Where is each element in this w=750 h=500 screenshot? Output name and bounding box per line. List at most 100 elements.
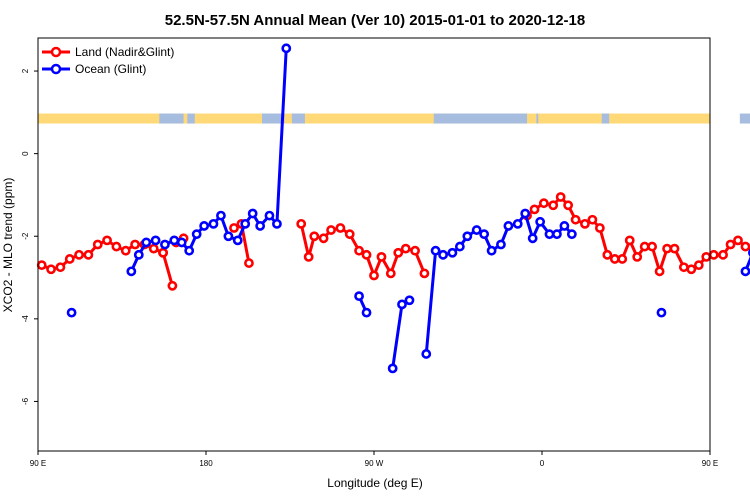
chart-title: 52.5N-57.5N Annual Mean (Ver 10) 2015-01… xyxy=(165,12,585,29)
y-axis-ticks: 2 0 -2 -4 -6 xyxy=(21,68,38,405)
data-point xyxy=(718,249,728,260)
legend-land-marker xyxy=(50,46,62,58)
data-point xyxy=(447,247,458,258)
land-band xyxy=(38,113,710,124)
data-point xyxy=(544,229,555,240)
x-axis-label: Longitude (deg E) xyxy=(327,476,422,490)
data-point xyxy=(438,249,448,260)
data-point xyxy=(296,218,307,229)
x-tick-label: 0 xyxy=(540,459,545,468)
x-tick-label: 90 E xyxy=(702,459,718,468)
data-point xyxy=(580,218,590,229)
x-axis-ticks: 90 E 180 90 W 0 90 E xyxy=(30,451,718,468)
data-point xyxy=(462,231,473,242)
data-point xyxy=(111,241,122,252)
data-point xyxy=(693,260,704,271)
data-point xyxy=(512,218,523,229)
data-point xyxy=(216,210,226,221)
data-point xyxy=(361,249,372,260)
data-point xyxy=(708,249,719,260)
data-point xyxy=(430,245,441,256)
data-point xyxy=(36,260,47,271)
data-point xyxy=(191,229,202,240)
land-ocean-mask-band xyxy=(38,113,750,124)
data-point xyxy=(272,218,282,229)
series-line xyxy=(391,298,411,369)
data-point xyxy=(529,204,540,215)
data-point xyxy=(199,221,210,231)
data-point xyxy=(309,231,320,242)
series-line xyxy=(161,252,174,287)
data-point xyxy=(535,216,546,227)
data-point xyxy=(83,249,94,260)
data-point xyxy=(503,221,514,231)
data-point xyxy=(74,249,84,260)
data-point xyxy=(369,270,379,281)
data-point xyxy=(264,210,275,221)
series-line xyxy=(526,195,750,273)
data-point xyxy=(594,223,605,233)
data-point xyxy=(335,223,346,233)
data-point xyxy=(566,229,577,240)
ocean-band-segment xyxy=(601,113,610,124)
data-point xyxy=(701,251,712,262)
data-point xyxy=(176,237,187,248)
data-point xyxy=(344,229,355,240)
data-point xyxy=(354,245,364,256)
data-point xyxy=(479,229,490,240)
data-point xyxy=(393,247,404,258)
data-point xyxy=(733,235,743,246)
data-point xyxy=(281,43,292,54)
x-tick-label: 180 xyxy=(199,459,213,468)
data-point xyxy=(148,243,159,254)
legend-ocean-marker xyxy=(50,63,62,75)
data-point xyxy=(725,239,736,250)
data-point xyxy=(647,241,658,252)
data-point xyxy=(421,349,432,359)
data-point xyxy=(326,225,336,235)
data-point xyxy=(169,235,180,246)
ocean-band-segment xyxy=(262,113,285,124)
land-series xyxy=(36,192,750,291)
data-point xyxy=(570,214,581,225)
ocean-band-segment xyxy=(739,113,750,124)
data-point xyxy=(102,235,112,246)
data-point xyxy=(385,268,396,279)
y-tick-label: 2 xyxy=(21,68,30,73)
data-point xyxy=(538,198,549,209)
data-point xyxy=(150,235,161,246)
legend-land-label: Land (Nadir&Glint) xyxy=(75,45,174,59)
data-point xyxy=(669,243,680,254)
data-point xyxy=(167,280,178,291)
data-point xyxy=(587,214,598,225)
data-point xyxy=(624,235,635,246)
legend-ocean-label: Ocean (Glint) xyxy=(75,62,146,76)
y-tick-label: -6 xyxy=(21,397,30,405)
data-point xyxy=(130,239,140,250)
data-point xyxy=(609,254,620,264)
ocean-series xyxy=(66,43,750,374)
data-point xyxy=(632,251,643,262)
data-point xyxy=(639,241,650,252)
data-point xyxy=(740,241,750,252)
x-tick-label: 90 W xyxy=(365,459,384,468)
ocean-band-segment xyxy=(291,113,305,124)
y-axis-label: XCO2 - MLO trend (ppm) xyxy=(1,178,15,313)
data-point xyxy=(376,251,387,262)
data-point xyxy=(303,251,314,262)
data-point xyxy=(55,262,66,273)
data-point xyxy=(563,200,574,211)
data-point xyxy=(617,254,628,264)
series-layer xyxy=(36,43,750,374)
data-point xyxy=(404,295,415,306)
data-point xyxy=(240,218,251,229)
data-point xyxy=(397,299,407,310)
data-point xyxy=(654,266,665,277)
data-point xyxy=(223,231,234,242)
data-point xyxy=(552,229,562,240)
data-point xyxy=(419,268,430,279)
data-point xyxy=(66,307,77,318)
data-point xyxy=(454,241,465,252)
data-point xyxy=(318,233,329,244)
